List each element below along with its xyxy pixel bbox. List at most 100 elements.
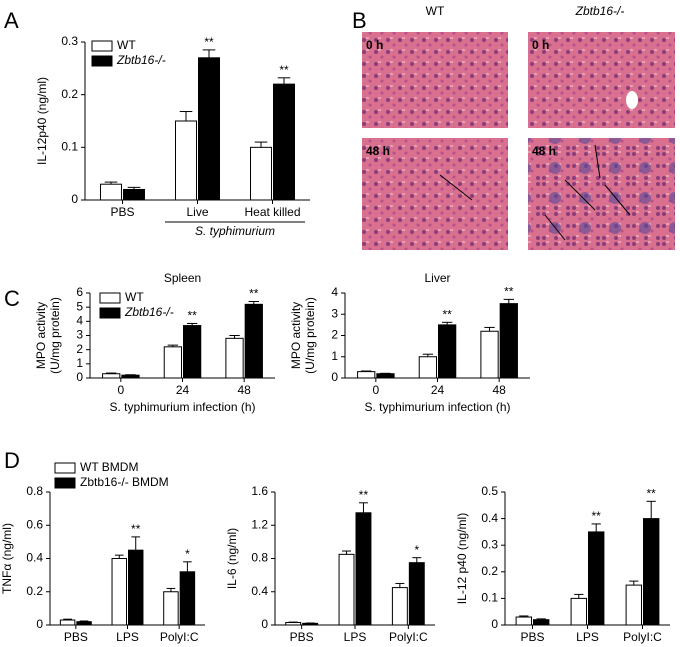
bar xyxy=(123,188,145,201)
bar xyxy=(643,518,660,626)
legend-label: Zbtb16-/- xyxy=(124,305,174,319)
y-tick-label: 3 xyxy=(331,306,338,320)
legend-swatch xyxy=(99,307,121,319)
image-label: 48 h xyxy=(532,144,556,158)
bar xyxy=(273,83,295,201)
y-axis-label: IL-6 (ng/ml) xyxy=(225,528,239,589)
y-tick-label: 1.6 xyxy=(251,484,268,498)
y-axis-label: MPO activity xyxy=(289,302,303,369)
bar xyxy=(163,346,183,379)
bar xyxy=(59,619,76,626)
x-axis-label: S. typhimurium infection (h) xyxy=(109,400,255,414)
significance: ** xyxy=(279,63,289,77)
x-tick-label: LPS xyxy=(344,630,367,644)
bar xyxy=(179,571,196,626)
significance: ** xyxy=(442,307,452,321)
y-tick-label: 0 xyxy=(76,370,83,384)
image-label: 48 h xyxy=(366,144,390,158)
bar xyxy=(338,553,355,626)
y-tick-label: 2 xyxy=(331,328,338,342)
x-tick-label: LPS xyxy=(116,630,139,644)
significance: ** xyxy=(131,522,141,536)
y-tick-label: 5 xyxy=(76,299,83,313)
x-tick-label: 0 xyxy=(117,383,124,397)
x-tick-label: PolyI:C xyxy=(623,630,662,644)
legend-swatch xyxy=(99,292,121,304)
x-axis-label: S. typhimurium xyxy=(195,224,275,238)
image xyxy=(362,32,508,128)
legend-swatch xyxy=(91,55,113,67)
y-tick-label: 0.1 xyxy=(61,140,78,154)
y-tick-label: 0.2 xyxy=(26,584,43,598)
significance: * xyxy=(414,543,419,557)
arrows xyxy=(439,144,631,241)
y-tick-label: 4 xyxy=(76,314,83,328)
bar xyxy=(285,622,302,626)
x-tick-label: PBS xyxy=(520,630,544,644)
y-tick-label: 0 xyxy=(331,370,338,384)
y-tick-label: 0.2 xyxy=(61,87,78,101)
bar xyxy=(357,371,376,379)
image xyxy=(362,138,508,250)
y-tick-label: 0.4 xyxy=(26,551,43,565)
y-tick-label: 4 xyxy=(331,285,338,299)
x-tick-label: Heat killed xyxy=(244,205,300,219)
y-tick-label: 0.8 xyxy=(26,484,43,498)
x-tick-label: 48 xyxy=(492,383,506,397)
significance: ** xyxy=(359,488,369,502)
legend-label: WT BMDM xyxy=(80,460,138,474)
bar xyxy=(111,558,127,626)
y-tick-label: 1 xyxy=(331,349,338,363)
legend-swatch xyxy=(91,40,113,52)
image-detail xyxy=(626,91,638,109)
y-axis-label: IL-12p40 (ng/ml) xyxy=(35,77,49,165)
panel-label: B xyxy=(352,8,367,33)
chart-title: Liver xyxy=(424,271,450,285)
panel-label: C xyxy=(4,286,20,311)
x-tick-label: 24 xyxy=(431,383,445,397)
y-tick-label: 1.2 xyxy=(251,517,268,531)
x-tick-label: PBS xyxy=(110,205,134,219)
bar xyxy=(128,549,144,626)
significance: ** xyxy=(187,309,197,323)
image-label: 0 h xyxy=(532,38,549,52)
y-tick-label: 2 xyxy=(76,342,83,356)
significance: ** xyxy=(504,285,514,299)
legend-label: WT xyxy=(117,38,136,52)
y-tick-label: 0.3 xyxy=(481,537,498,551)
bar xyxy=(438,324,457,379)
bar xyxy=(175,120,197,201)
y-tick-label: 0 xyxy=(491,617,498,631)
bar xyxy=(76,621,92,626)
significance: ** xyxy=(647,486,657,500)
significance: ** xyxy=(249,287,259,301)
bar xyxy=(198,57,220,201)
image xyxy=(528,32,675,128)
legend-swatch xyxy=(54,477,76,489)
bar xyxy=(302,622,319,626)
significance: ** xyxy=(204,35,214,49)
y-tick-label: 0 xyxy=(71,192,78,206)
column-label: Zbtb16-/- xyxy=(575,4,625,18)
y-axis-label: IL-12 p40 (ng/ml) xyxy=(455,513,469,604)
bar xyxy=(391,587,408,626)
y-tick-label: 0.8 xyxy=(251,551,268,565)
x-tick-label: 0 xyxy=(372,383,379,397)
y-tick-label: 0.5 xyxy=(481,484,498,498)
y-tick-label: 6 xyxy=(76,285,83,299)
histology-images xyxy=(362,32,675,250)
y-axis-label: (U/mg protein) xyxy=(48,297,62,374)
x-tick-label: LPS xyxy=(576,630,599,644)
x-tick-label: 24 xyxy=(176,383,190,397)
image xyxy=(528,138,675,250)
bar xyxy=(183,325,202,379)
y-tick-label: 1 xyxy=(76,356,83,370)
y-tick-label: 0.3 xyxy=(61,34,78,48)
bar xyxy=(480,330,499,379)
bar xyxy=(376,373,395,379)
bar xyxy=(244,303,263,379)
y-axis-label: TNFα (ng/ml) xyxy=(0,523,14,594)
significance: ** xyxy=(592,509,602,523)
x-axis-label: S. typhimurium infection (h) xyxy=(364,400,510,414)
